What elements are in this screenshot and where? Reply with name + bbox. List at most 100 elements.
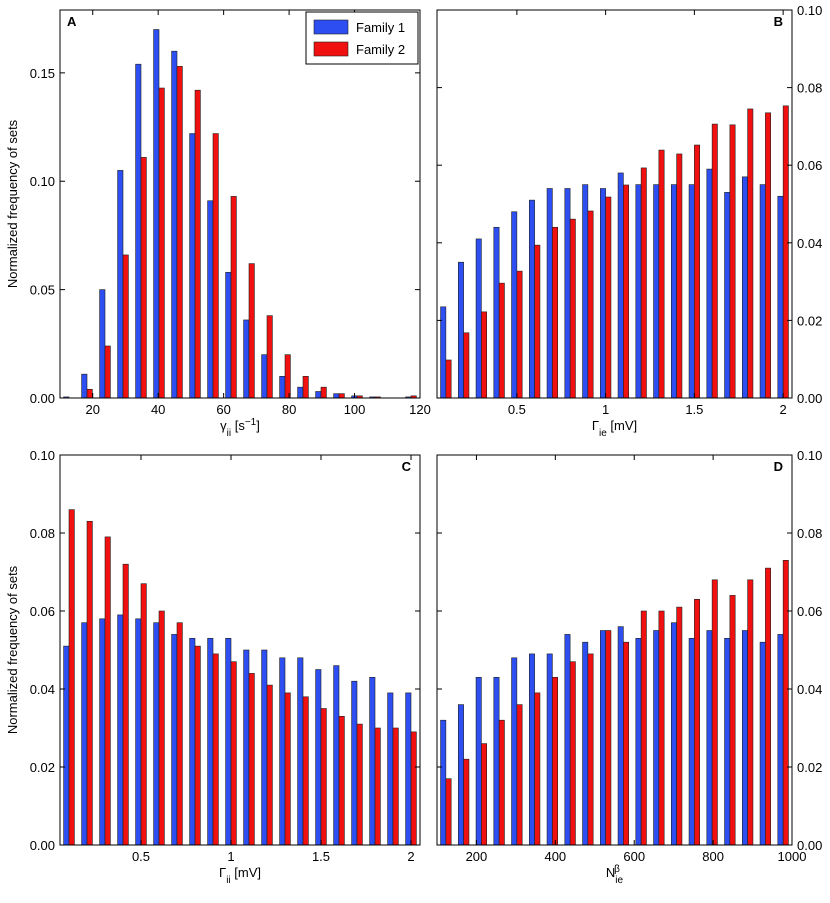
bar (546, 653, 553, 846)
bar (445, 778, 452, 846)
bar (297, 386, 304, 399)
bar (747, 579, 754, 846)
y-tick-label: 0.10 (30, 448, 55, 463)
bar (356, 723, 363, 846)
bar (374, 727, 381, 846)
panel-label: C (402, 459, 412, 474)
bar (759, 641, 766, 846)
bar (711, 579, 718, 846)
bar (104, 536, 111, 846)
bar (212, 133, 219, 399)
bar (724, 637, 731, 846)
bar (711, 123, 718, 399)
bar (140, 157, 147, 399)
bar (122, 563, 129, 846)
y-tick-label: 0.00 (30, 838, 55, 853)
y-tick-label: 0.05 (30, 283, 55, 298)
x-tick-label: 1 (602, 402, 609, 417)
x-tick-label: 120 (409, 402, 431, 417)
x-axis-label: γii [s−1] (220, 417, 260, 439)
bar (640, 610, 647, 846)
bar (212, 653, 219, 846)
bar (457, 704, 464, 846)
bar (670, 622, 677, 846)
bar (729, 595, 736, 846)
axes-box (436, 454, 793, 846)
bar (81, 373, 88, 399)
bar (176, 622, 183, 846)
x-tick-label: 0.5 (132, 849, 150, 864)
bar (445, 359, 452, 399)
bar (724, 192, 731, 399)
bar (623, 641, 629, 846)
bar (475, 676, 482, 846)
bar (315, 391, 322, 399)
x-axis-label-part: Γ (592, 418, 599, 433)
bar (511, 657, 518, 846)
x-tick-label: 2 (780, 402, 787, 417)
x-axis-label-part: N (606, 865, 615, 880)
bar (569, 661, 576, 846)
bar (569, 218, 576, 399)
x-axis-label: Γie [mV] (592, 418, 637, 439)
bar (189, 637, 196, 846)
panel-label: D (774, 459, 783, 474)
y-axis-label: Normalized frequency of sets (5, 565, 20, 734)
bar (782, 559, 789, 846)
bar (230, 661, 237, 846)
y-tick-label: 0.10 (30, 174, 55, 189)
bar (765, 112, 771, 399)
x-tick-label: 80 (282, 402, 296, 417)
legend-label: Family 1 (356, 20, 405, 35)
axes-box (59, 9, 421, 399)
x-axis-label-part: ie (615, 875, 623, 886)
bar (135, 63, 142, 399)
bar (351, 680, 358, 846)
y-tick-label: 0.06 (797, 158, 822, 173)
bar (225, 271, 232, 399)
bar (320, 386, 327, 399)
bar (457, 261, 464, 399)
x-axis-label: Nieβ (606, 864, 624, 886)
bar (706, 630, 713, 846)
bar (599, 188, 606, 399)
bar (481, 743, 487, 846)
bar (635, 637, 642, 846)
bar (266, 315, 273, 399)
bar (782, 105, 789, 399)
bar (158, 610, 165, 846)
bar (658, 149, 665, 399)
x-tick-label: 20 (85, 402, 99, 417)
bar (248, 673, 255, 846)
y-tick-label: 0.08 (797, 526, 822, 541)
axes-box (436, 9, 793, 399)
bar (706, 168, 713, 399)
x-axis-label-part: [mV] (231, 865, 261, 880)
x-axis-label-part: ii (227, 428, 231, 439)
x-tick-label: 100 (344, 402, 366, 417)
x-tick-label: 800 (702, 849, 724, 864)
bar (302, 376, 309, 399)
x-axis-label-part: Γ (219, 865, 226, 880)
bar (405, 692, 412, 846)
x-axis-label-part: β (614, 864, 620, 875)
bar (694, 598, 700, 846)
bar (297, 657, 304, 846)
bar (207, 200, 214, 399)
y-tick-label: 0.04 (30, 682, 55, 697)
x-axis-label-part: [mV] (607, 418, 637, 433)
y-tick-label: 0.00 (797, 391, 822, 406)
panel-label: A (67, 14, 77, 29)
bar (117, 614, 124, 846)
bar (320, 708, 327, 846)
bar (653, 630, 660, 846)
bar (153, 622, 160, 846)
bar (617, 172, 624, 399)
bar (759, 184, 766, 399)
y-tick-label: 0.04 (797, 682, 822, 697)
bar (140, 583, 147, 846)
bar (81, 622, 88, 846)
bar (243, 649, 250, 846)
bar (582, 184, 589, 399)
bar (670, 184, 677, 399)
